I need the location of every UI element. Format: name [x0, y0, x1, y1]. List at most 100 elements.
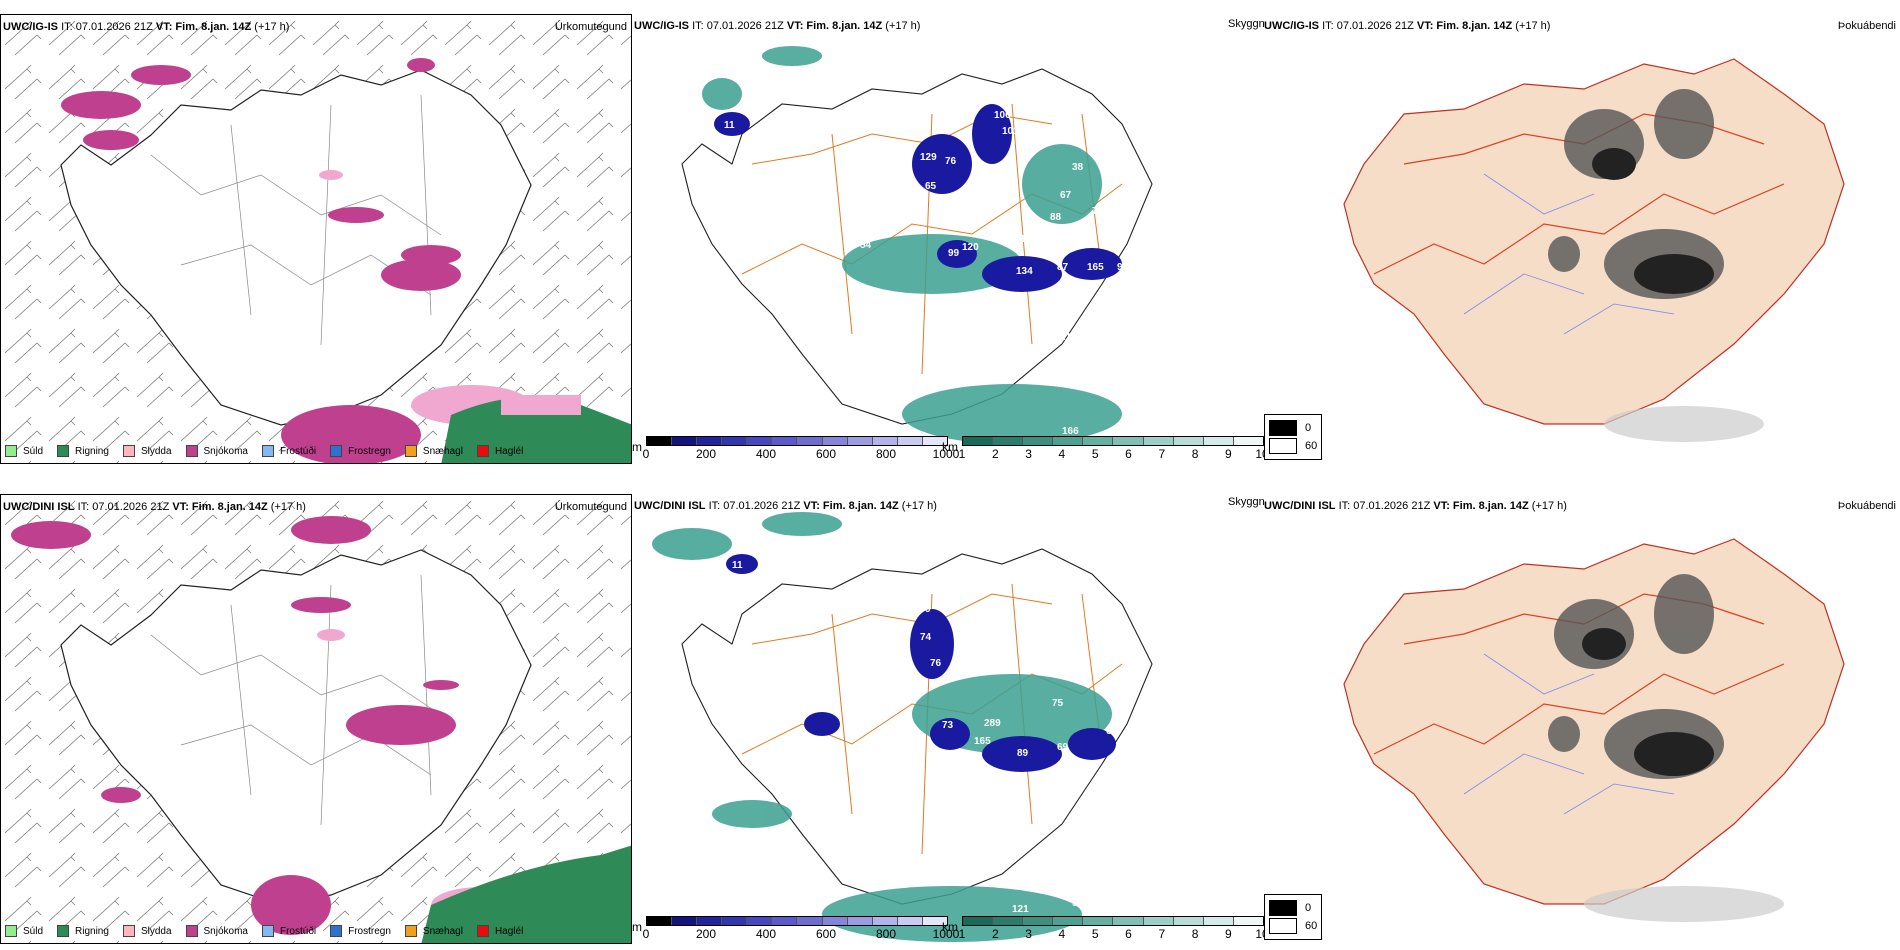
legend-item: Haglél — [476, 925, 523, 937]
visibility-label: 134 — [1016, 266, 1033, 277]
cloud-base-colorbar-2: m 0 200 400 600 800 1000 — [632, 916, 959, 941]
visibility-label: 109 — [914, 604, 931, 615]
visibility-label: 129 — [920, 152, 937, 163]
visibility-label: 38 — [1072, 162, 1084, 173]
visibility-label: 74 — [920, 632, 932, 643]
cloud-base-colorbar-1: m 0 200 400 600 800 1000 — [632, 436, 959, 461]
fog-panel-1: UWC/IG-IS IT: 07.01.2026 21Z VT: Fim. 8.… — [1264, 14, 1900, 464]
visibility-label: 78 — [1092, 206, 1104, 217]
visibility-label: 95 — [934, 124, 946, 135]
legend-item: Snjókoma — [185, 925, 248, 937]
visibility-label: 89 — [1017, 748, 1029, 759]
precip-legend-2: Súld Rigning Slydda Snjókoma Frostúði Fr… — [5, 925, 523, 937]
visibility-label: 167 — [1094, 610, 1111, 621]
fog-map-2 — [1343, 538, 1845, 922]
visibility-title-2: Skyggni — [1228, 496, 1268, 508]
visibility-label: 92 — [1110, 242, 1122, 253]
visibility-header-1: UWC/IG-IS IT: 07.01.2026 21Z VT: Fim. 8.… — [634, 20, 921, 32]
legend-item: Frostúði — [261, 445, 316, 457]
legend-item: Haglél — [476, 445, 523, 457]
fog-map-1 — [1343, 58, 1845, 442]
precip-type-panel-1: UWC/IG-IS IT: 07.01.2026 21Z VT: Fim. 8.… — [0, 14, 632, 464]
precip-legend-1: Súld Rigning Slydda Snjókoma Frostúði Fr… — [5, 445, 523, 457]
visibility-title-1: Skyggni — [1228, 18, 1268, 30]
visibility-map-1: 11 189 75 65 76 74 101 106 129 95 67 88 … — [681, 46, 1153, 444]
legend-item: Snjókoma — [185, 445, 248, 457]
legend-item: Rigning — [57, 445, 109, 457]
iceland-outline — [60, 69, 532, 426]
iceland-outline — [1343, 58, 1845, 425]
visibility-colorbar-1: km 1 2 3 4 5 6 7 8 9 10 — [942, 436, 1264, 461]
legend-item: Súld — [5, 925, 43, 937]
precip-header-2: UWC/DINI ISL IT: 07.01.2026 21Z VT: Fim.… — [3, 501, 306, 513]
visibility-label: 11 — [724, 120, 735, 131]
visibility-label: 121 — [1012, 904, 1029, 915]
visibility-label: 130 — [794, 548, 811, 559]
precip-title-1: Úrkomutegund — [554, 21, 627, 33]
visibility-label: 75 — [1052, 698, 1064, 709]
visibility-map-2: 11 74 109 76 104 73 289 165 89 69 69 102… — [652, 512, 1230, 942]
visibility-label: 87 — [1057, 262, 1069, 273]
visibility-label: 252 — [1094, 626, 1111, 637]
legend-item: Snæhagl — [404, 445, 463, 457]
precip-type-panel-2: UWC/DINI ISL IT: 07.01.2026 21Z VT: Fim.… — [0, 494, 632, 944]
visibility-label: 76 — [945, 156, 957, 167]
visibility-label: 106 — [994, 110, 1011, 121]
visibility-label: 120 — [962, 242, 979, 253]
visibility-label: 67 — [1060, 190, 1072, 201]
precip-map-2 — [1, 495, 631, 943]
visibility-label: 289 — [984, 718, 1001, 729]
visibility-label: 101 — [1002, 126, 1019, 137]
fog-legend-1: 0 60 — [1264, 414, 1323, 460]
visibility-label: 22 — [862, 718, 874, 729]
legend-item: Slydda — [122, 445, 172, 457]
visibility-label: 11 — [732, 560, 743, 571]
precip-map-1 — [1, 15, 631, 463]
visibility-label: 99 — [948, 248, 960, 259]
legend-item: Rigning — [57, 925, 109, 937]
visibility-colorbar-2: km 1 2 3 4 5 6 7 8 9 10 — [942, 916, 1264, 941]
visibility-label: 65 — [925, 181, 937, 192]
visibility-label: 139 — [1020, 234, 1037, 245]
iceland-outline — [1343, 538, 1845, 905]
visibility-label: 189 — [757, 78, 774, 89]
visibility-label: 112 — [1028, 234, 1045, 245]
fog-header-1: UWC/IG-IS IT: 07.01.2026 21Z VT: Fim. 8.… — [1264, 20, 1551, 32]
visibility-label: 104 — [974, 648, 991, 659]
visibility-header-2: UWC/DINI ISL IT: 07.01.2026 21Z VT: Fim.… — [634, 500, 937, 512]
legend-item: Slydda — [122, 925, 172, 937]
visibility-label: 165 — [974, 736, 991, 747]
iceland-outline — [60, 549, 532, 906]
iceland-outline — [681, 548, 1153, 905]
visibility-label: 88 — [1050, 212, 1062, 223]
visibility-label: 165 — [1087, 262, 1104, 273]
visibility-label: 23 — [1218, 870, 1230, 881]
legend-item: Frostúði — [261, 925, 316, 937]
visibility-label: 21 — [1060, 332, 1072, 343]
visibility-label: 69 — [1106, 726, 1118, 737]
visibility-panel-2: 11 74 109 76 104 73 289 165 89 69 69 102… — [632, 494, 1264, 944]
visibility-label: 91 — [1072, 898, 1084, 909]
legend-item: Snæhagl — [404, 925, 463, 937]
visibility-label: 102 — [1120, 748, 1137, 759]
visibility-label: 76 — [930, 658, 942, 669]
legend-item: Frostregn — [330, 925, 391, 937]
visibility-label: 166 — [1062, 426, 1079, 437]
visibility-label: 192 — [1140, 876, 1157, 887]
fog-header-2: UWC/DINI ISL IT: 07.01.2026 21Z VT: Fim.… — [1264, 500, 1567, 512]
precip-header-1: UWC/IG-IS IT: 07.01.2026 21Z VT: Fim. 8.… — [3, 21, 290, 33]
visibility-label: 54 — [860, 240, 872, 251]
visibility-label: 75 — [792, 109, 804, 120]
fog-title-1: Þokuábendi — [1837, 20, 1896, 32]
precip-title-2: Úrkomutegund — [554, 501, 627, 513]
visibility-panel-1: 11 189 75 65 76 74 101 106 129 95 67 88 … — [632, 14, 1264, 464]
fog-title-2: Þokuábendi — [1837, 500, 1896, 512]
fog-legend-2: 0 60 — [1264, 894, 1323, 940]
visibility-label: 97 — [1117, 262, 1129, 273]
fog-panel-2: UWC/DINI ISL IT: 07.01.2026 21Z VT: Fim.… — [1264, 494, 1900, 944]
visibility-label: 74 — [972, 170, 984, 181]
legend-item: Súld — [5, 445, 43, 457]
visibility-label: 73 — [942, 720, 954, 731]
legend-item: Frostregn — [330, 445, 391, 457]
visibility-label: 69 — [1057, 742, 1069, 753]
